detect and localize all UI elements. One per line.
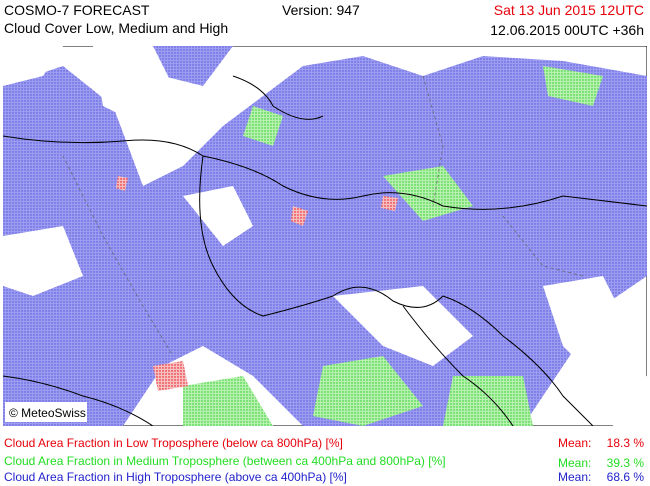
borders-dashed — [62, 75, 584, 357]
borders-coastlines — [3, 75, 647, 426]
valid-time: Sat 13 Jun 2015 12UTC — [493, 2, 644, 18]
legend-label: Cloud Area Fraction in High Troposphere … — [4, 470, 347, 484]
mean-label: Mean: — [558, 456, 592, 470]
version: Version: 947 — [282, 2, 360, 18]
low-cloud — [116, 176, 398, 391]
legend-label: Cloud Area Fraction in Low Troposphere (… — [4, 436, 343, 450]
mean-label: Mean: — [558, 436, 592, 450]
title: COSMO-7 FORECAST — [4, 2, 150, 18]
map: © MeteoSwiss — [3, 46, 647, 426]
mean-label: Mean: — [558, 470, 592, 484]
legend-label: Cloud Area Fraction in Medium Tropospher… — [4, 454, 446, 468]
subtitle: Cloud Cover Low, Medium and High — [4, 20, 229, 36]
mean-value: 18.3 % — [606, 436, 644, 450]
high-cloud — [3, 46, 647, 426]
mean-value: 39.3 % — [606, 456, 644, 470]
copyright: © MeteoSwiss — [9, 406, 86, 420]
clear-areas — [3, 46, 647, 426]
mean-value: 68.6 % — [606, 470, 644, 484]
copyright-box — [5, 402, 87, 422]
run-time: 12.06.2015 00UTC +36h — [490, 22, 644, 38]
